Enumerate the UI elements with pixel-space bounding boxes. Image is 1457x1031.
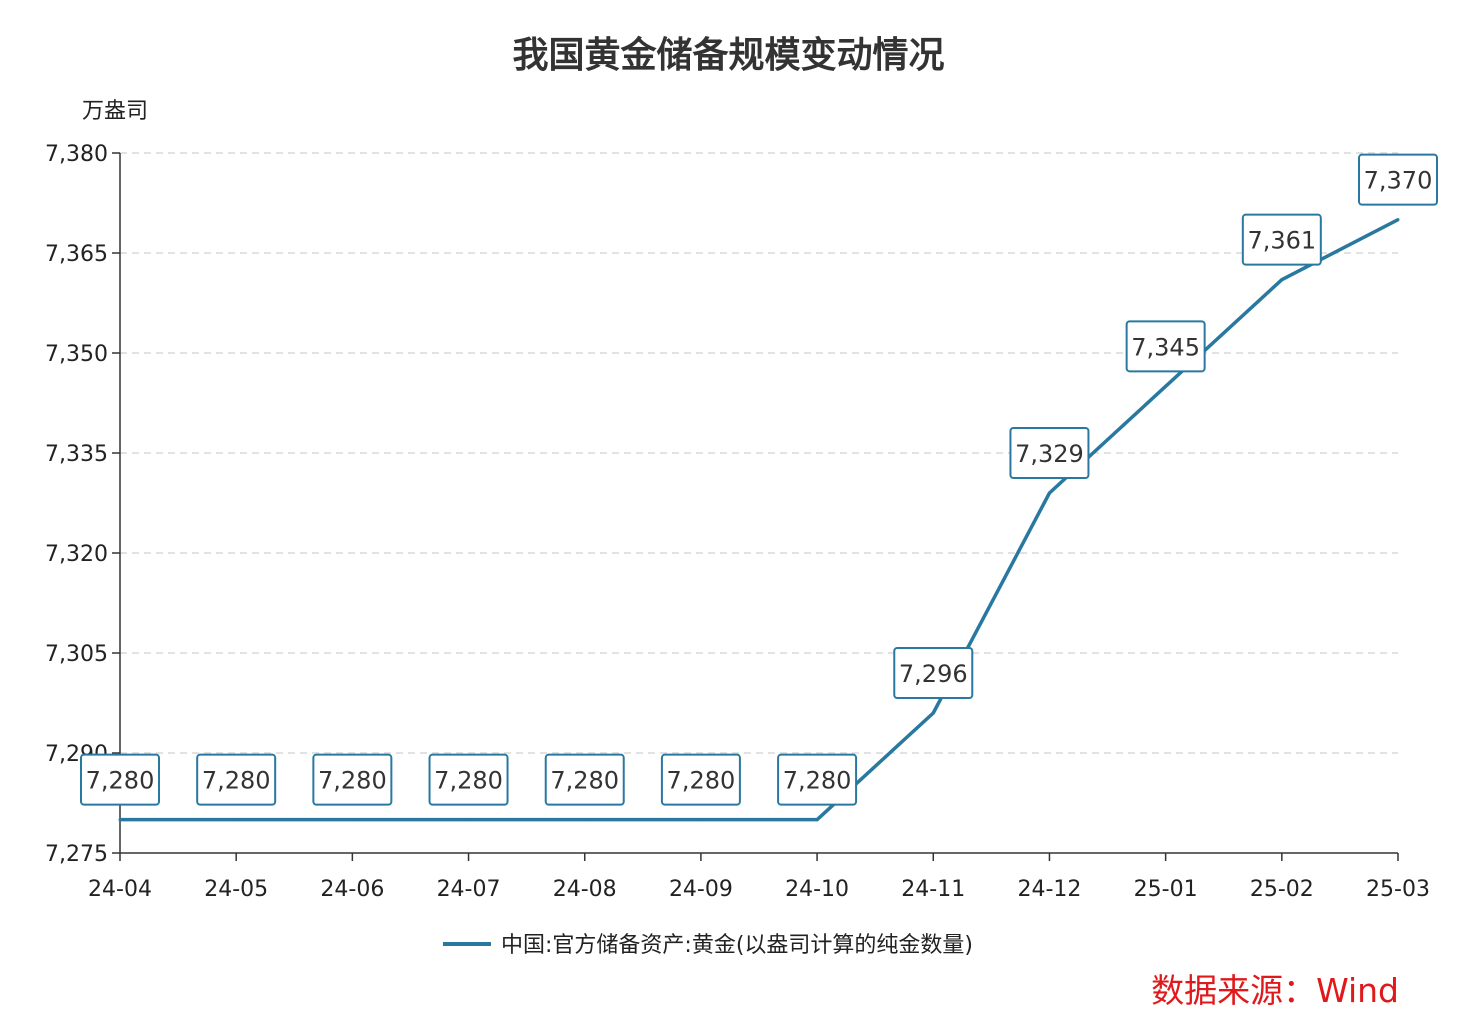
data-point — [234, 818, 238, 822]
data-point — [350, 818, 354, 822]
data-label: 7,280 — [86, 767, 155, 795]
data-label-box — [777, 753, 858, 806]
data-label-box — [428, 753, 509, 806]
x-tick-label: 25-01 — [1134, 877, 1198, 902]
data-label: 7,280 — [550, 767, 619, 795]
chart-title: 我国黄金储备规模变动情况 — [512, 35, 945, 76]
x-tick-label: 24-07 — [437, 877, 501, 902]
x-tick-label: 24-06 — [320, 877, 384, 902]
legend-label: 中国:官方储备资产:黄金(以盎司计算的纯金数量) — [501, 933, 973, 958]
data-label: 7,345 — [1131, 333, 1200, 361]
data-point — [1280, 278, 1284, 282]
y-tick-label: 7,365 — [45, 242, 108, 267]
data-point — [467, 818, 471, 822]
data-point — [1396, 218, 1400, 222]
data-label: 7,296 — [899, 660, 968, 688]
data-point — [1047, 491, 1051, 495]
data-label: 7,370 — [1364, 167, 1433, 195]
data-point — [118, 818, 122, 822]
data-label-box — [80, 753, 160, 806]
x-tick-label: 25-02 — [1250, 877, 1314, 902]
data-label: 7,280 — [202, 767, 271, 795]
x-tick-label: 24-05 — [204, 877, 268, 902]
y-tick-label: 7,335 — [45, 442, 108, 467]
data-label: 7,329 — [1015, 440, 1084, 468]
data-label-box — [544, 753, 625, 806]
data-label-box — [1125, 320, 1206, 373]
data-source-note: 数据来源：Wind — [1151, 971, 1399, 1010]
data-point — [815, 818, 819, 822]
data-label-box — [1009, 427, 1090, 479]
x-tick-label: 25-03 — [1366, 877, 1430, 902]
x-tick-label: 24-04 — [88, 877, 152, 902]
y-tick-label: 7,320 — [45, 542, 108, 567]
x-tick-label: 24-11 — [901, 877, 965, 902]
y-tick-label: 7,350 — [45, 342, 108, 367]
data-label-box — [660, 753, 741, 806]
data-point — [1164, 384, 1168, 388]
y-axis-unit-label: 万盎司 — [82, 99, 148, 124]
data-label: 7,280 — [434, 767, 503, 795]
y-tick-label: 7,380 — [45, 142, 108, 167]
data-label: 7,361 — [1247, 227, 1316, 255]
data-label: 7,280 — [667, 767, 736, 795]
x-tick-label: 24-08 — [553, 877, 617, 902]
data-label: 7,280 — [318, 767, 387, 795]
data-label-box — [196, 753, 277, 806]
data-label-box — [1358, 153, 1438, 206]
x-tick-label: 24-12 — [1017, 877, 1081, 902]
data-label-box — [1241, 213, 1322, 266]
data-point — [699, 818, 703, 822]
y-tick-label: 7,275 — [45, 842, 108, 867]
data-label-box — [312, 753, 393, 806]
data-point — [583, 818, 587, 822]
x-tick-label: 24-10 — [785, 877, 849, 902]
data-point — [931, 711, 935, 715]
x-tick-label: 24-09 — [669, 877, 733, 902]
series-line — [120, 218, 1399, 822]
data-label-box — [893, 647, 974, 699]
data-label: 7,280 — [783, 767, 852, 795]
y-tick-label: 7,305 — [45, 642, 108, 667]
